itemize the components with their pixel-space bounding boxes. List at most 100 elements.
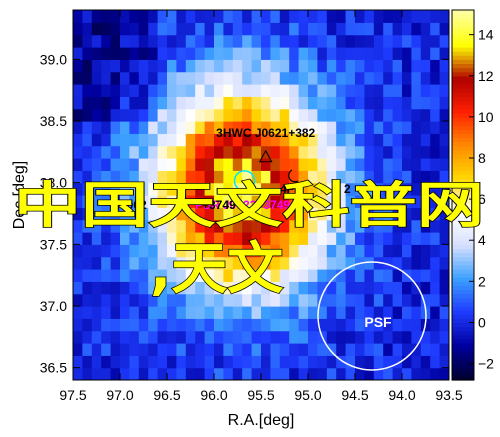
heatmap-cell	[110, 293, 121, 307]
heatmap-cell	[261, 293, 271, 307]
heatmap-cell	[373, 96, 384, 110]
heatmap-cell	[148, 269, 159, 282]
heatmap-cell	[430, 269, 441, 282]
heatmap-cell	[402, 232, 412, 245]
heatmap-cell	[195, 10, 206, 11]
heatmap-cell	[232, 330, 243, 344]
heatmap-cell	[148, 71, 159, 85]
heatmap-cell	[270, 10, 281, 23]
heatmap-cell	[214, 256, 224, 270]
heatmap-cell	[345, 84, 356, 97]
heatmap-cell	[279, 121, 290, 134]
heatmap-cell	[308, 10, 318, 11]
heatmap-cell	[402, 293, 412, 307]
heatmap-cell	[242, 306, 253, 319]
heatmap-cell	[383, 108, 394, 122]
heatmap-cell	[308, 330, 318, 344]
heatmap-cell	[364, 306, 375, 319]
heatmap-cell	[430, 293, 441, 307]
heatmap-cell	[364, 10, 375, 23]
heatmap-cell	[120, 330, 130, 344]
heatmap-cell	[308, 22, 318, 36]
heatmap-cell	[411, 84, 422, 97]
heatmap-cell	[110, 244, 121, 258]
heatmap-cell	[392, 145, 403, 159]
heatmap-cell	[148, 22, 159, 36]
heatmap-cell	[373, 34, 384, 48]
heatmap-cell	[176, 269, 187, 282]
heatmap-cell	[204, 121, 215, 134]
heatmap-cell	[73, 47, 83, 60]
heatmap-cell	[345, 121, 356, 134]
heatmap-cell	[232, 10, 243, 11]
heatmap-cell	[279, 232, 290, 245]
heatmap-cell	[129, 232, 140, 245]
heatmap-cell	[392, 281, 403, 295]
heatmap-cell	[261, 47, 271, 60]
heatmap-cell	[411, 232, 422, 245]
heatmap-cell	[129, 96, 140, 110]
heatmap-cell	[214, 34, 224, 48]
heatmap-cell	[167, 195, 177, 208]
heatmap-cell	[355, 59, 365, 73]
heatmap-cell	[392, 108, 403, 122]
heatmap-cell	[195, 306, 206, 319]
heatmap-cell	[138, 232, 149, 245]
heatmap-cell	[355, 269, 365, 282]
colorbar-segment	[452, 306, 474, 311]
heatmap-cell	[82, 10, 93, 23]
heatmap-cell	[73, 59, 83, 73]
heatmap-cell	[261, 269, 271, 282]
colorbar-segment	[452, 351, 474, 356]
heatmap-cell	[373, 133, 384, 147]
heatmap-cell	[157, 281, 168, 295]
heatmap-cell	[91, 281, 102, 295]
heatmap-cell	[91, 22, 102, 36]
colorbar-segment	[452, 84, 474, 89]
heatmap-cell	[270, 59, 281, 73]
heatmap-cell	[73, 22, 83, 36]
colorbar-segment	[452, 347, 474, 352]
heatmap-cell	[73, 318, 83, 332]
heatmap-cell	[411, 133, 422, 147]
heatmap-cell	[364, 269, 375, 282]
heatmap-cell	[392, 244, 403, 258]
heatmap-cell	[430, 96, 441, 110]
heatmap-cell	[308, 59, 318, 73]
heatmap-cell	[392, 256, 403, 270]
heatmap-cell	[326, 158, 337, 171]
heatmap-cell	[289, 71, 300, 85]
heatmap-cell	[392, 158, 403, 171]
heatmap-cell	[82, 269, 93, 282]
heatmap-cell	[383, 145, 394, 159]
heatmap-cell	[185, 133, 196, 147]
arc-marker-icon	[288, 169, 299, 183]
heatmap-cell	[185, 47, 196, 60]
heatmap-cell	[73, 71, 83, 85]
heatmap-cell	[195, 96, 206, 110]
heatmap-cell	[242, 256, 253, 270]
heatmap-cell	[185, 306, 196, 319]
heatmap-cell	[176, 182, 187, 196]
colorbar-segment	[452, 174, 474, 180]
heatmap-cell	[308, 96, 318, 110]
heatmap-cell	[261, 343, 271, 356]
heatmap-cell	[73, 281, 83, 295]
heatmap-cell	[383, 133, 394, 147]
heatmap-cell	[167, 59, 177, 73]
heatmap-cell	[345, 281, 356, 295]
heatmap-cell	[270, 170, 281, 184]
heatmap-cell	[439, 195, 449, 208]
colorbar-segment	[452, 322, 474, 328]
heatmap-cell	[430, 133, 441, 147]
colorbar-segment	[452, 104, 474, 110]
heatmap-cell	[232, 269, 243, 282]
heatmap-cell	[411, 108, 422, 122]
heatmap-cell	[120, 59, 130, 73]
heatmap-cell	[308, 318, 318, 332]
heatmap-cell	[402, 355, 412, 369]
heatmap-cell	[345, 108, 356, 122]
heatmap-cell	[82, 306, 93, 319]
source-markers: 3HWC J0621+382 PSR J0622+3749 J062 +3749…	[120, 126, 351, 212]
heatmap-cell	[91, 47, 102, 60]
